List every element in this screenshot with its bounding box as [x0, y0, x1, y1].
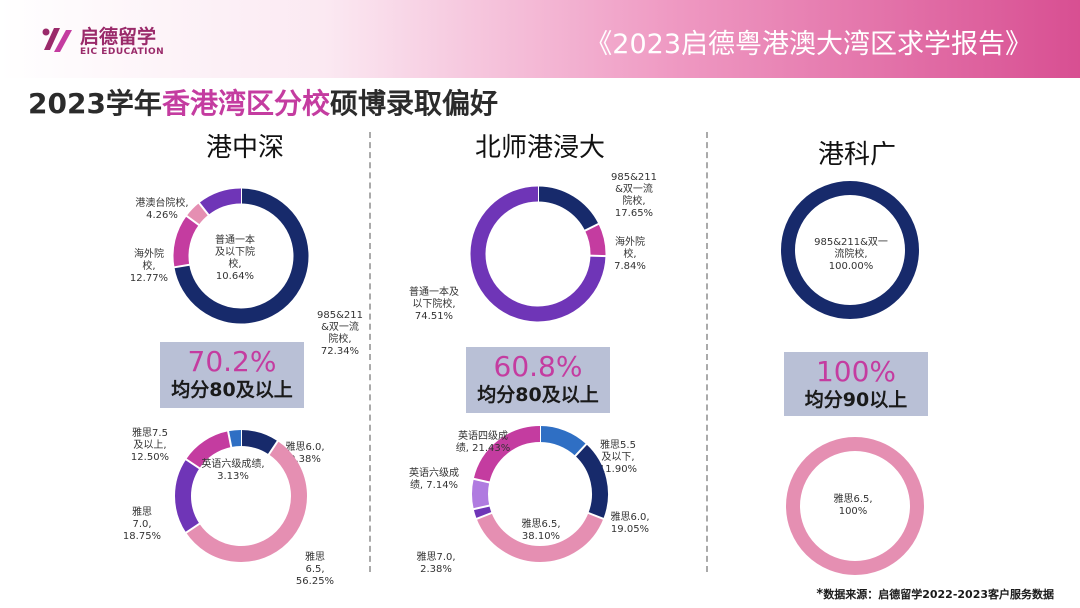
slice-label: 港澳台院校, 4.26%: [135, 196, 188, 221]
column-divider: [369, 132, 371, 572]
donut-slice: [174, 188, 309, 324]
slice-separator: [184, 457, 201, 470]
stat-value: 60.8%: [493, 350, 583, 383]
donut-slice: [575, 444, 608, 519]
slice-label: 海外院校, 12.77%: [130, 247, 168, 284]
slice-label: 985&211&双一流院校, 100.00%: [814, 236, 888, 272]
donut-slice: [173, 215, 199, 268]
slice-label: 雅思7.0, 2.38%: [416, 550, 455, 575]
slice-label: 普通一本及以下院校, 10.64%: [215, 233, 255, 282]
stat-banner-hkustgz: 100% 均分90以上: [784, 352, 928, 416]
slice-separator: [173, 263, 191, 269]
logo-subtext: EIC EDUCATION: [80, 47, 165, 57]
donut-slice: [473, 426, 541, 483]
donut-slice: [186, 441, 307, 562]
slice-separator: [197, 201, 210, 217]
slice-label: 雅思 7.0, 18.75%: [123, 505, 161, 542]
slice-label: 雅思6.0, 19.05%: [610, 510, 649, 535]
slice-label: 英语四级成绩, 21.43%: [456, 429, 511, 454]
header-bar: 启德留学 EIC EDUCATION 《2023启德粤港澳大湾区求学报告》: [0, 0, 1080, 78]
stat-label: 均分80及以上: [477, 384, 599, 406]
donut-slice: [199, 188, 242, 215]
logo-text: 启德留学: [80, 26, 157, 48]
donut-slice: [537, 186, 599, 231]
slice-label: 雅思6.0, 9.38%: [285, 440, 324, 465]
donut-slice: [228, 430, 242, 447]
donut-chart-5: 雅思5.5 及以下, 11.90% 雅思6.0, 19.05% 雅思6.5, 38.10% 雅…: [409, 425, 650, 575]
brand-logo: 启德留学 EIC EDUCATION: [40, 22, 180, 62]
donut-chart-6: 雅思6.5, 100%: [786, 437, 924, 575]
slice-label: 雅思6.5, 38.10%: [521, 517, 560, 542]
stat-label: 均分80及以上: [171, 379, 293, 401]
donut-chart-2: 985&211 &双一流院校, 17.65% 海外院校, 7.84% 普通一本及以下院校,…: [409, 172, 657, 322]
slice-label: 985&211 &双一流院校, 17.65%: [611, 172, 657, 219]
slice-label: 雅思 6.5, 56.25%: [296, 550, 334, 587]
slice-label: 雅思6.5, 100%: [833, 492, 872, 517]
donut-slice: [186, 203, 209, 226]
source-text: 数据来源：启德留学2022-2023客户服务数据: [823, 588, 1054, 601]
donut-slice: [240, 430, 278, 455]
slice-separator: [185, 214, 201, 227]
slice-separator: [475, 511, 493, 521]
slice-separator: [583, 222, 600, 232]
slice-label: 英语六级成绩, 7.14%: [409, 466, 459, 491]
donut-slice: [539, 426, 587, 457]
slice-separator: [472, 477, 491, 484]
title-highlight: 香港湾区分校: [161, 87, 330, 120]
slice-separator: [587, 511, 605, 521]
slice-label: 雅思7.5 及以上, 12.50%: [131, 426, 169, 463]
donut-chart-4: 雅思6.0, 9.38% 雅思 6.5, 56.25% 雅思 7.0, 18.75% 雅思7.5…: [123, 426, 334, 587]
donut-slice: [470, 186, 606, 322]
source-star: *: [816, 587, 824, 602]
donut-slice: [472, 478, 490, 510]
column-title-cuhksz: 港中深: [205, 133, 284, 163]
slice-label: 普通一本及以下院校, 74.51%: [409, 285, 459, 322]
donut-slice: [186, 431, 232, 469]
column-divider: [706, 132, 708, 572]
slice-label: 985&211 &双一流院校, 72.34%: [317, 310, 363, 357]
slice-label: 雅思5.5 及以下, 11.90%: [599, 438, 637, 475]
stat-banner-cuhksz: 70.2% 均分80及以上: [160, 342, 304, 408]
stat-label: 均分90以上: [804, 389, 908, 411]
column-title-uic: 北师港浸大: [474, 133, 605, 163]
stat-value: 100%: [815, 355, 897, 388]
donut-chart-3: 985&211&双一流院校, 100.00%: [781, 181, 919, 319]
slice-separator: [267, 439, 280, 456]
donut-slice: [175, 459, 200, 533]
stat-value: 70.2%: [187, 345, 277, 378]
report-title: 《2023启德粤港澳大湾区求学报告》: [585, 29, 1032, 60]
donut-slice: [781, 181, 919, 319]
eic-logo-icon: [42, 28, 72, 52]
slice-separator: [184, 522, 201, 535]
title-suffix: 硕博录取偏好: [329, 87, 498, 120]
stat-banner-uic: 60.8% 均分80及以上: [466, 347, 610, 413]
donut-slice: [786, 437, 924, 575]
column-title-hkustgz: 港科广: [817, 140, 896, 170]
slice-separator: [226, 430, 233, 449]
slice-separator: [589, 254, 607, 258]
slice-label: 英语六级成绩, 3.13%: [201, 457, 264, 482]
donut-slice: [584, 223, 606, 257]
slice-separator: [573, 442, 588, 458]
donut-chart-1: 985&211 &双一流院校, 72.34% 海外院校, 12.77% 港澳台院校, 4.2…: [130, 187, 363, 357]
title-prefix: 2023学年: [28, 87, 162, 120]
slice-separator: [472, 504, 491, 511]
donut-slice: [476, 512, 604, 562]
slice-label: 海外院校, 7.84%: [614, 235, 646, 272]
data-source-note: *数据来源：启德留学2022-2023客户服务数据: [816, 586, 1054, 602]
page-title: 2023学年香港湾区分校硕博录取偏好: [28, 82, 498, 122]
donut-slice: [473, 505, 492, 519]
